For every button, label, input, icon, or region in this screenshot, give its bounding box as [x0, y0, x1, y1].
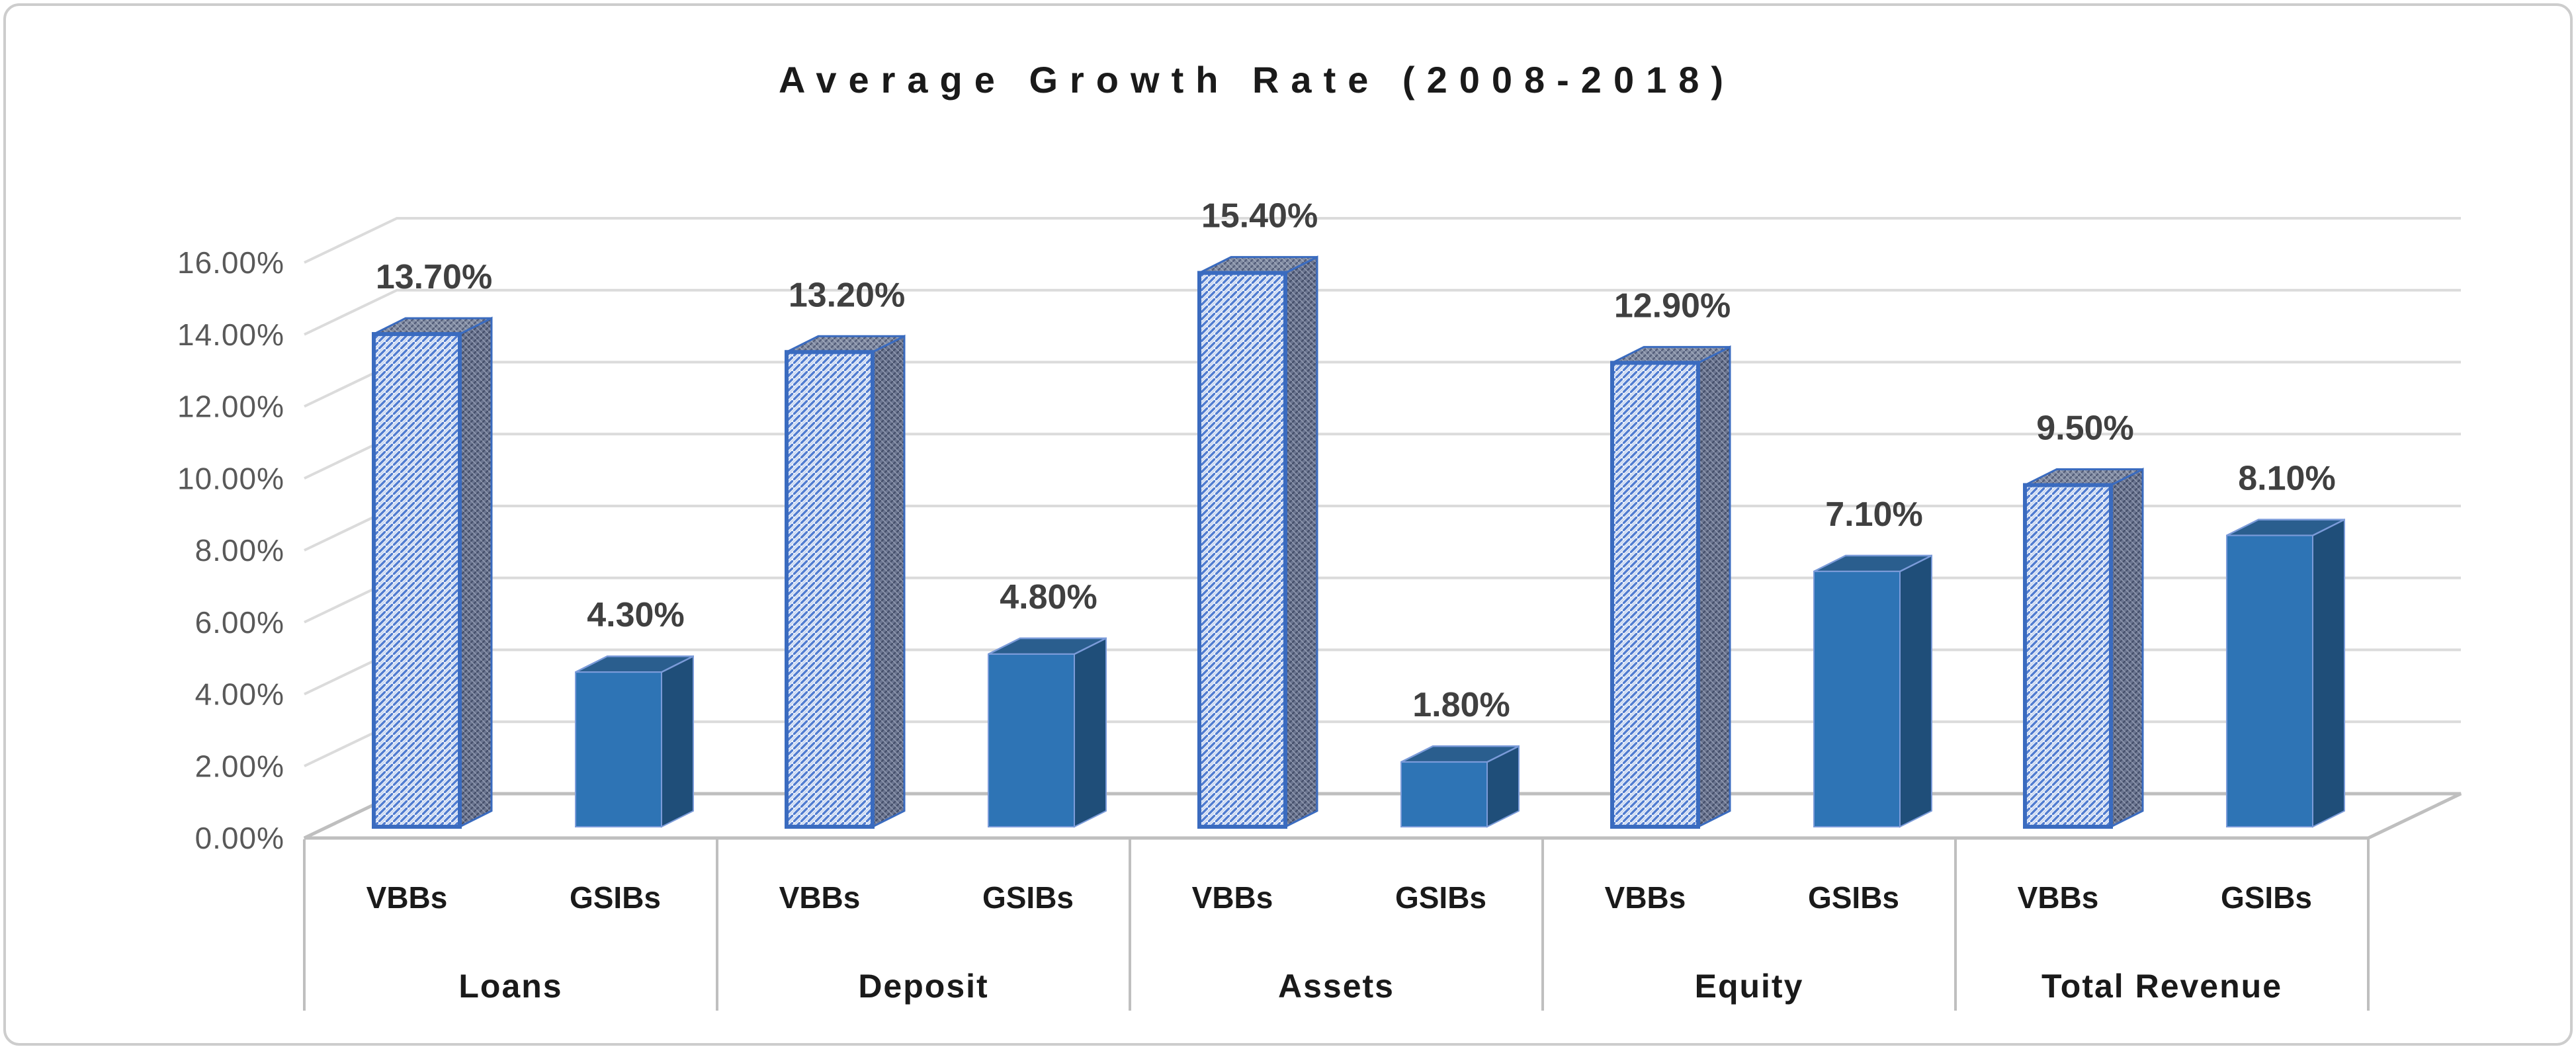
bar-vbbs-equity-side — [1697, 345, 1731, 829]
data-label: 7.10% — [1825, 495, 1922, 534]
data-label: 9.50% — [2036, 409, 2133, 447]
bar-vbbs-equity — [1610, 360, 1700, 829]
series-label: GSIBs — [570, 880, 661, 915]
series-label: GSIBs — [2221, 880, 2312, 915]
bar-gsibs-loans — [575, 671, 662, 827]
bar-vbbs-total-revenue — [2023, 483, 2113, 829]
bar-gsibs-assets — [1400, 761, 1488, 827]
gridline — [304, 217, 2461, 264]
y-tick-label: 10.00% — [177, 461, 284, 495]
gridline — [304, 288, 2461, 336]
y-tick-label: 8.00% — [195, 533, 284, 567]
data-label: 4.80% — [1000, 578, 1097, 616]
bar-vbbs-assets — [1197, 271, 1287, 829]
y-tick-label: 14.00% — [177, 317, 284, 352]
bar-gsibs-equity-side — [1899, 554, 1932, 828]
series-label: VBBs — [2018, 880, 2099, 915]
category-label: Loans — [458, 968, 562, 1005]
category-label: Equity — [1695, 968, 1804, 1005]
series-label: VBBs — [1605, 880, 1686, 915]
data-label: 15.40% — [1201, 197, 1318, 235]
series-label: GSIBs — [1395, 880, 1486, 915]
series-label: VBBs — [779, 880, 861, 915]
y-tick-label: 16.00% — [177, 245, 284, 280]
y-tick-label: 2.00% — [195, 749, 284, 783]
data-label: 13.20% — [789, 276, 905, 314]
category-label: Deposit — [858, 968, 988, 1005]
y-tick-label: 6.00% — [195, 605, 284, 640]
data-label: 8.10% — [2238, 460, 2335, 498]
data-label: 12.90% — [1614, 287, 1731, 325]
gridline — [304, 360, 2461, 408]
bar-vbbs-assets-side — [1284, 255, 1318, 829]
category-label: Assets — [1278, 968, 1395, 1005]
bar-vbbs-total-revenue-side — [2110, 468, 2144, 829]
y-tick-label: 12.00% — [177, 390, 284, 424]
bar-vbbs-loans — [372, 332, 462, 829]
bar-gsibs-loans-side — [661, 655, 694, 828]
bar-gsibs-equity — [1813, 570, 1901, 827]
chart-outer-border — [3, 3, 2573, 1046]
data-label: 13.70% — [376, 258, 492, 296]
bar-gsibs-deposit — [988, 653, 1075, 827]
bar-vbbs-deposit-side — [871, 334, 906, 829]
y-tick-label: 4.00% — [195, 677, 284, 712]
series-label: GSIBs — [982, 880, 1074, 915]
category-label: Total Revenue — [2041, 968, 2282, 1005]
data-label: 4.30% — [587, 596, 684, 634]
series-label: VBBs — [1192, 880, 1273, 915]
chart-title: Average Growth Rate (2008-2018) — [778, 59, 1736, 101]
bar-gsibs-deposit-side — [1074, 637, 1107, 828]
bar-vbbs-loans-side — [458, 316, 493, 829]
bar-gsibs-total-revenue-side — [2312, 518, 2345, 828]
series-label: GSIBs — [1808, 880, 1899, 915]
bar-vbbs-deposit — [785, 350, 875, 829]
data-label: 1.80% — [1412, 686, 1510, 724]
bar-gsibs-total-revenue — [2226, 534, 2313, 827]
y-tick-label: 0.00% — [195, 821, 284, 855]
series-label: VBBs — [366, 880, 448, 915]
